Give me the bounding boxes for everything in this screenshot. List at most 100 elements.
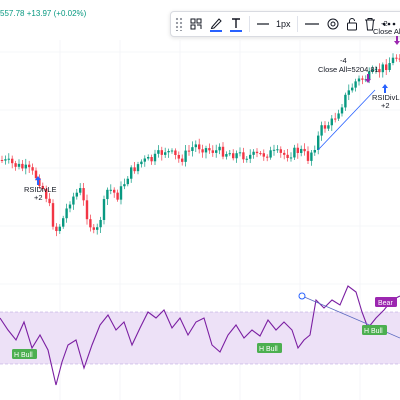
candle-body [283,152,286,155]
h-bull-label-2: H Bull [257,343,282,353]
candle-body [51,203,55,227]
candle-body [21,163,24,169]
candle-body [99,219,102,228]
candle-body [334,118,337,120]
candle-body [68,204,72,209]
candle-body [113,189,116,193]
rsi-divergence-handle[interactable] [298,292,306,300]
candle-body [276,149,279,151]
candle-body [395,57,398,59]
line-dash-icon[interactable] [304,14,320,34]
toolbar-divider [249,16,250,32]
candle-body [109,189,112,191]
more-icon[interactable] [382,14,396,34]
candle-body [374,69,378,71]
settings-icon[interactable] [326,14,340,34]
rsi-band [0,312,400,364]
pencil-icon[interactable] [209,14,223,34]
candle-body [289,157,293,159]
buy-arrow-icon [35,176,41,185]
trendline [317,89,376,151]
candle-body [55,226,58,232]
candle-body [272,149,276,151]
candle-body [89,219,92,228]
buy-arrow-icon [382,84,388,93]
candle-body [11,158,14,164]
candle-body [187,150,191,152]
candle-body [116,192,119,200]
svg-text:H Bull: H Bull [259,346,278,353]
candle-body [249,154,252,159]
candle-body [238,152,242,154]
candle-body [0,160,4,161]
candle-body [201,149,204,153]
close-all-annotation-1: -4 Close All=5204.81 [318,56,379,83]
svg-text:+2: +2 [34,193,43,202]
close-all-annotation-2: -2 Close All= [373,19,400,45]
svg-text:RSIDivLE: RSIDivLE [372,93,400,102]
candle-body [85,200,89,220]
sell-arrow-icon [365,74,371,83]
candle-body [317,135,320,150]
candle-body [136,164,140,172]
candle-body [221,146,225,157]
drawing-toolbar: 1px [170,11,400,37]
template-icon[interactable] [189,14,203,34]
h-bull-label-3: H Bull [362,325,387,335]
rsidivle-annotation-1: RSIDivLE +2 [24,176,57,202]
candle-body [41,185,44,190]
candle-body [327,125,330,129]
candle-body [72,196,75,205]
rsi-line [0,285,400,386]
candle-body [4,159,7,161]
candle-body [252,151,255,155]
candle-body [170,150,174,152]
candle-body [211,150,214,153]
candle-body [296,147,299,153]
candle-body [320,125,323,136]
svg-text:+2: +2 [381,101,390,110]
svg-text:H Bull: H Bull [364,328,383,335]
candle-body [177,154,180,159]
candle-body [119,186,123,200]
candle-body [235,153,238,159]
lock-icon[interactable] [346,14,358,34]
label-bg [12,349,37,359]
line-width-selector[interactable]: 1px [276,19,291,29]
candle-body [167,150,170,153]
candle-body [368,71,371,80]
candle-body [106,189,109,200]
candle-body [225,154,228,157]
toolbar-divider [296,16,298,32]
candle-body [215,150,218,153]
candle-body [303,148,306,152]
text-color-icon[interactable] [229,14,243,34]
drag-handle[interactable] [175,17,183,31]
candle-body [378,69,381,73]
candle-body [232,153,235,159]
svg-text:-2: -2 [381,19,388,28]
candle-body [17,163,21,167]
label-bg [362,325,387,335]
candle-body [245,158,248,160]
candle-body [143,158,146,162]
trash-icon[interactable] [364,14,376,34]
candle-body [293,147,296,158]
h-bull-label-1: H Bull [12,349,37,359]
candle-body [262,153,265,157]
svg-text:Close All=: Close All= [373,27,400,36]
candle-body [164,152,167,155]
candle-body [48,198,51,204]
candle-body [398,58,400,60]
candle-body [14,163,17,167]
candle-body [150,156,153,162]
line-style-icon[interactable] [256,14,270,34]
candle-body [147,156,150,159]
svg-text:Bear: Bear [378,300,393,307]
svg-text:Close All=5204.81: Close All=5204.81 [318,65,379,74]
candle-body [126,178,129,185]
candle-body [62,218,65,227]
candle-body [181,158,184,162]
candle-body [330,118,333,126]
